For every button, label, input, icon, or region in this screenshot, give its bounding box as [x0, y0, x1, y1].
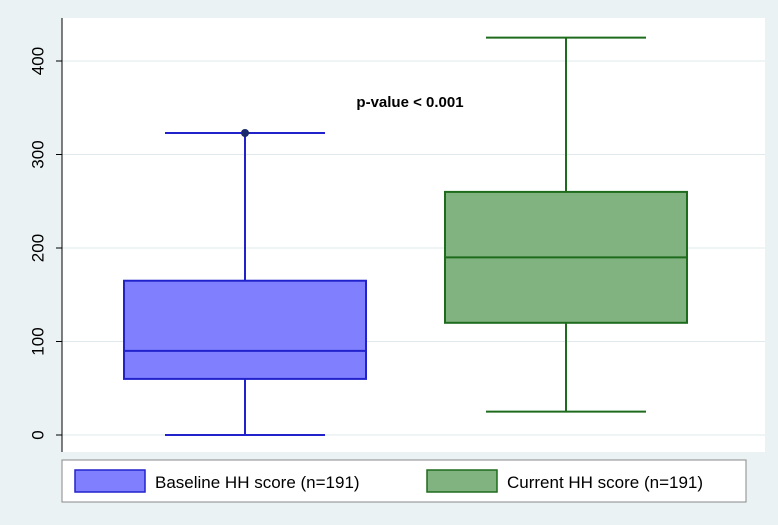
legend-label: Current HH score (n=191): [507, 473, 703, 492]
box: [123, 279, 367, 380]
box-series: [123, 128, 367, 436]
y-tick-label: 100: [29, 327, 48, 355]
legend-swatch: [74, 469, 146, 493]
outlier-point: [241, 128, 249, 137]
legend-swatch: [426, 469, 498, 493]
y-tick-label: 0: [29, 430, 48, 439]
legend-item: Baseline HH score (n=191): [74, 469, 360, 493]
p-value-annotation: p-value < 0.001: [356, 94, 463, 111]
y-axis-ticks: 0 100 200 300 400: [29, 47, 62, 440]
legend-item: Current HH score (n=191): [426, 469, 703, 493]
boxes: [123, 36, 688, 436]
box-series: [444, 36, 688, 413]
y-tick-label: 300: [29, 140, 48, 168]
y-tick-label: 400: [29, 47, 48, 75]
legend-label: Baseline HH score (n=191): [155, 473, 360, 492]
legend-box: [61, 459, 747, 503]
y-tick-label: 200: [29, 234, 48, 262]
legend: Baseline HH score (n=191) Current HH scor…: [74, 469, 703, 493]
